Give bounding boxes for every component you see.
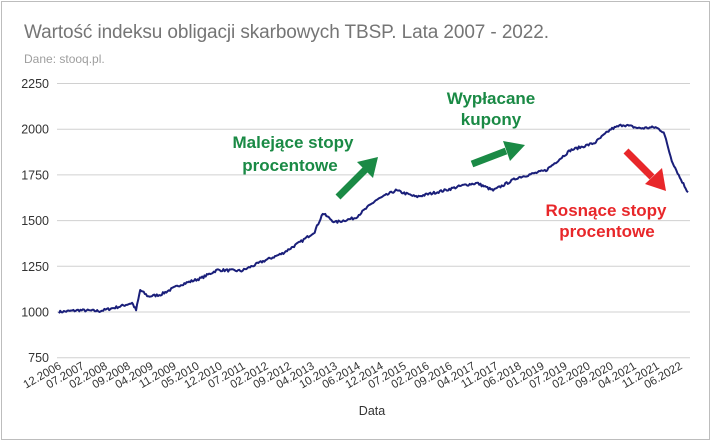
- falling-rates-line2: procentowe: [242, 156, 337, 175]
- coupons-line1: Wypłacane: [447, 89, 536, 108]
- annotation-coupons: Wypłacane kupony: [447, 89, 536, 168]
- coupons-line2: kupony: [461, 110, 522, 129]
- gridlines: [57, 83, 690, 359]
- red-arrow-down-icon: [623, 148, 666, 191]
- chart-title: Wartość indeksu obligacji skarbowych TBS…: [24, 22, 549, 43]
- green-arrow-right-icon: [470, 141, 525, 168]
- y-tick-label: 1000: [21, 306, 49, 320]
- y-tick-label: 1750: [21, 168, 49, 182]
- rising-rates-line2: procentowe: [559, 222, 654, 241]
- tbsp-series-line: [58, 123, 689, 314]
- x-axis-label: Data: [359, 404, 385, 418]
- y-tick-label: 2250: [21, 77, 49, 91]
- annotation-rising-rates: Rosnące stopy procentowe: [546, 148, 667, 241]
- green-arrow-up-icon: [335, 157, 378, 200]
- annotation-falling-rates: Malejące stopy procentowe: [233, 133, 378, 200]
- y-tick-label: 1250: [21, 260, 49, 274]
- y-tick-label: 750: [28, 351, 49, 365]
- rising-rates-line1: Rosnące stopy: [546, 201, 667, 220]
- y-tick-label: 1500: [21, 214, 49, 228]
- y-axis-ticks: 750 1000 1250 1500 1750 2000 2250: [21, 77, 49, 365]
- chart-subtitle: Dane: stooq.pl.: [24, 52, 105, 66]
- x-axis-ticks: 12.200607.200702.200809.200804.200911.20…: [21, 360, 684, 391]
- y-tick-label: 2000: [21, 123, 49, 137]
- falling-rates-line1: Malejące stopy: [233, 133, 354, 152]
